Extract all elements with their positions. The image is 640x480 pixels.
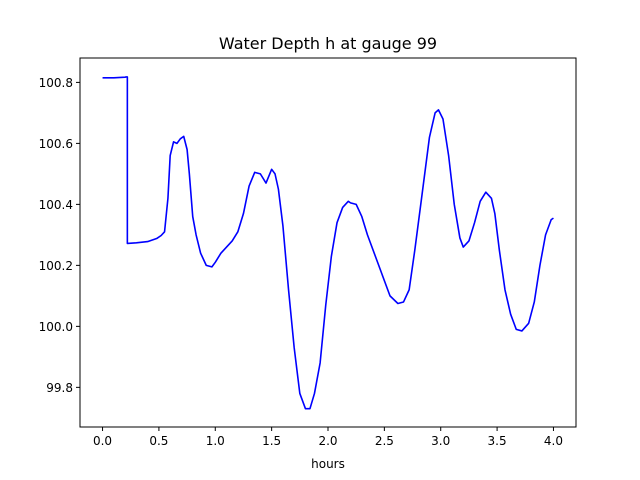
x-tick-label: 0.0: [93, 434, 112, 448]
plot-area: [102, 76, 554, 410]
x-tick-label: 4.0: [544, 434, 563, 448]
y-tick-label: 100.6: [39, 137, 73, 151]
x-tick-label: 1.0: [206, 434, 225, 448]
y-tick-label: 100.8: [39, 76, 73, 90]
x-axis-label: hours: [311, 457, 345, 471]
plot-frame: [79, 57, 577, 428]
y-tick-label: 100.4: [39, 198, 73, 212]
series-line-0: [102, 76, 554, 410]
y-tick-label: 99.8: [46, 381, 73, 395]
axis-ticks: 0.0 0.5 1.0 1.5 2.0 2.5 3.0 3.5 4.0 99.8 100.0 100.…: [39, 76, 563, 448]
x-tick-label: 2.0: [318, 434, 337, 448]
y-tick-label: 100.2: [39, 259, 73, 273]
x-tick-label: 1.5: [262, 434, 281, 448]
chart-title: Water Depth h at gauge 99: [219, 34, 437, 53]
y-tick-label: 100.0: [39, 320, 73, 334]
x-tick-label: 3.0: [431, 434, 450, 448]
x-tick-label: 2.5: [375, 434, 394, 448]
x-tick-label: 0.5: [149, 434, 168, 448]
x-tick-label: 3.5: [488, 434, 507, 448]
